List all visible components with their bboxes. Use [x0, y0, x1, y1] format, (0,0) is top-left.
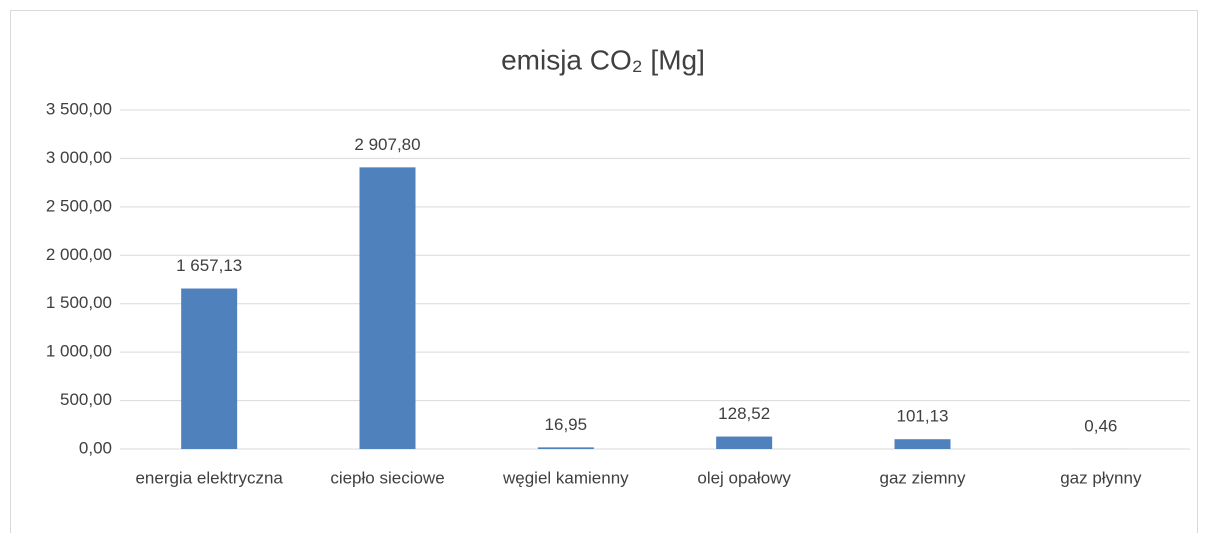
y-tick-label: 1 000,00 [46, 342, 112, 361]
data-label: 1 657,13 [176, 256, 242, 275]
data-label: 2 907,80 [354, 135, 420, 154]
data-label: 0,46 [1084, 416, 1117, 435]
chart-title: emisja CO₂ [Mg] [501, 44, 705, 75]
bar [716, 437, 772, 449]
data-label: 101,13 [897, 407, 949, 426]
y-tick-label: 2 500,00 [46, 196, 112, 215]
x-tick-label: gaz ziemny [880, 468, 966, 487]
bar [895, 439, 951, 449]
bar [181, 288, 237, 449]
bar [538, 447, 594, 449]
y-tick-label: 0,00 [79, 438, 112, 457]
y-tick-label: 500,00 [60, 390, 112, 409]
data-label: 16,95 [545, 415, 588, 434]
x-tick-label: węgiel kamienny [502, 468, 629, 487]
bar [360, 167, 416, 449]
x-tick-label: energia elektryczna [135, 468, 283, 487]
x-tick-label: olej opałowy [697, 468, 791, 487]
x-tick-label: ciepło sieciowe [330, 468, 444, 487]
y-tick-label: 3 000,00 [46, 148, 112, 167]
data-label: 128,52 [718, 404, 770, 423]
y-tick-label: 2 000,00 [46, 245, 112, 264]
y-tick-label: 3 500,00 [46, 99, 112, 118]
x-tick-label: gaz płynny [1060, 468, 1142, 487]
y-tick-label: 1 500,00 [46, 293, 112, 312]
